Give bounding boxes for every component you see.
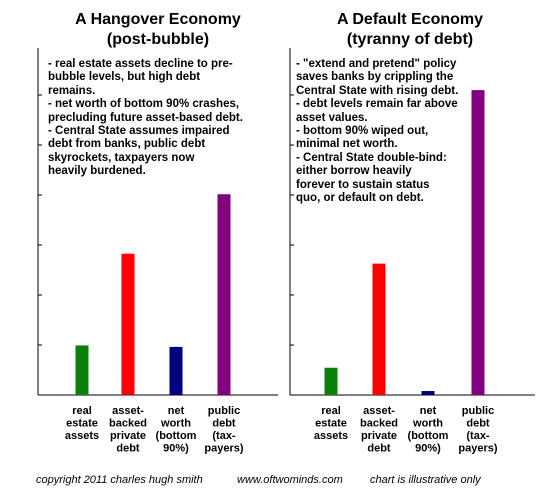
note-line: - net worth of bottom 90% crashes, xyxy=(48,98,240,111)
note-line: debt from banks, public debt xyxy=(48,138,206,151)
left-chart-title-line2: (post-bubble) xyxy=(106,31,210,48)
right-category-label: real estate assets xyxy=(314,405,348,442)
left-bar xyxy=(75,345,89,395)
category-label-line: (bottom xyxy=(156,430,197,442)
note-line: heavily burdened. xyxy=(48,165,146,178)
category-label-line: payers) xyxy=(204,443,243,455)
category-label-line: public xyxy=(462,405,494,417)
note-line: remains. xyxy=(48,84,96,97)
category-label-line: asset- xyxy=(363,405,395,417)
category-label-line: private xyxy=(110,430,146,442)
note-line: - real estate assets decline to pre- xyxy=(48,58,233,70)
left-category-label: net worth (bottom 90%) xyxy=(156,405,197,455)
note-line: Central State with rising debt. xyxy=(296,84,459,97)
note-line: minimal net worth. xyxy=(296,138,398,151)
category-label-line: net xyxy=(420,405,437,417)
right-chart-title: A Default Economy (tyranny of debt) xyxy=(290,10,530,50)
category-label-line: 90%) xyxy=(415,443,441,455)
left-category-label: public debt (tax-payers) xyxy=(204,405,243,455)
left-category-label: real estate assets xyxy=(65,405,99,442)
note-line: asset values. xyxy=(296,111,368,124)
footer-website: www.oftwominds.com xyxy=(237,474,343,486)
note-line: - bottom 90% wiped out, xyxy=(296,125,429,138)
category-label-line: assets xyxy=(314,430,348,442)
note-line: - "extend and pretend" policy xyxy=(296,58,457,70)
category-label-line: real xyxy=(72,405,92,417)
left-chart-title: A Hangover Economy (post-bubble) xyxy=(38,10,278,50)
category-label-line: net xyxy=(168,405,185,417)
right-category-label: public debt (tax-payers) xyxy=(458,405,497,455)
category-label-line: debt xyxy=(466,418,490,430)
category-label-line: debt xyxy=(116,443,140,455)
left-bar xyxy=(217,194,231,395)
category-label-line: (bottom xyxy=(408,430,449,442)
category-label-line: debt xyxy=(367,443,391,455)
category-label-line: debt xyxy=(212,418,236,430)
right-bar xyxy=(421,391,435,395)
category-label-line: payers) xyxy=(458,443,497,455)
category-label-line: asset- xyxy=(112,405,144,417)
category-label-line: estate xyxy=(66,418,98,430)
category-label-line: real xyxy=(321,405,341,417)
footer-disclaimer: chart is illustrative only xyxy=(370,474,481,486)
category-label-line: (tax- xyxy=(466,430,490,442)
category-label-line: private xyxy=(361,430,397,442)
category-label-line: backed xyxy=(360,418,398,430)
note-line: bubble levels, but high debt xyxy=(48,71,201,84)
category-label-line: assets xyxy=(65,430,99,442)
right-chart-notes: - "extend and pretend" policy saves bank… xyxy=(296,58,536,205)
category-label-line: backed xyxy=(109,418,147,430)
left-chart-title-line1: A Hangover Economy xyxy=(75,11,241,28)
category-label-line: (tax- xyxy=(212,430,236,442)
right-bar xyxy=(372,263,386,395)
left-chart-notes: - real estate assets decline to pre- bub… xyxy=(48,58,288,179)
note-line: - debt levels remain far above xyxy=(296,98,458,111)
left-bar xyxy=(121,253,135,395)
note-line: precluding future asset-based debt. xyxy=(48,111,243,124)
note-line: forever to sustain status xyxy=(296,178,430,191)
note-line: saves banks by crippling the xyxy=(296,71,454,84)
category-label-line: public xyxy=(208,405,240,417)
right-category-label: asset-backed private debt xyxy=(360,405,398,455)
category-label-line: 90%) xyxy=(163,443,189,455)
note-line: skyrockets, taxpayers now xyxy=(48,151,195,164)
note-line: - Central State double-bind: xyxy=(296,151,447,164)
note-line: quo, or default on debt. xyxy=(296,192,424,205)
category-label-line: estate xyxy=(315,418,347,430)
category-label-line: worth xyxy=(412,418,443,430)
right-bar xyxy=(324,367,338,395)
right-category-label: net worth (bottom 90%) xyxy=(408,405,449,455)
note-line: either borrow heavily xyxy=(296,165,412,178)
left-bar xyxy=(169,346,183,395)
right-chart-title-line2: (tyranny of debt) xyxy=(346,31,474,48)
note-line: - Central State assumes impaired xyxy=(48,125,230,138)
right-chart-title-line1: A Default Economy xyxy=(336,11,484,28)
category-label-line: worth xyxy=(160,418,191,430)
right-bar xyxy=(471,90,485,395)
left-category-label: asset-backed private debt xyxy=(109,405,147,455)
footer-copyright: copyright 2011 charles hugh smith xyxy=(36,474,203,486)
